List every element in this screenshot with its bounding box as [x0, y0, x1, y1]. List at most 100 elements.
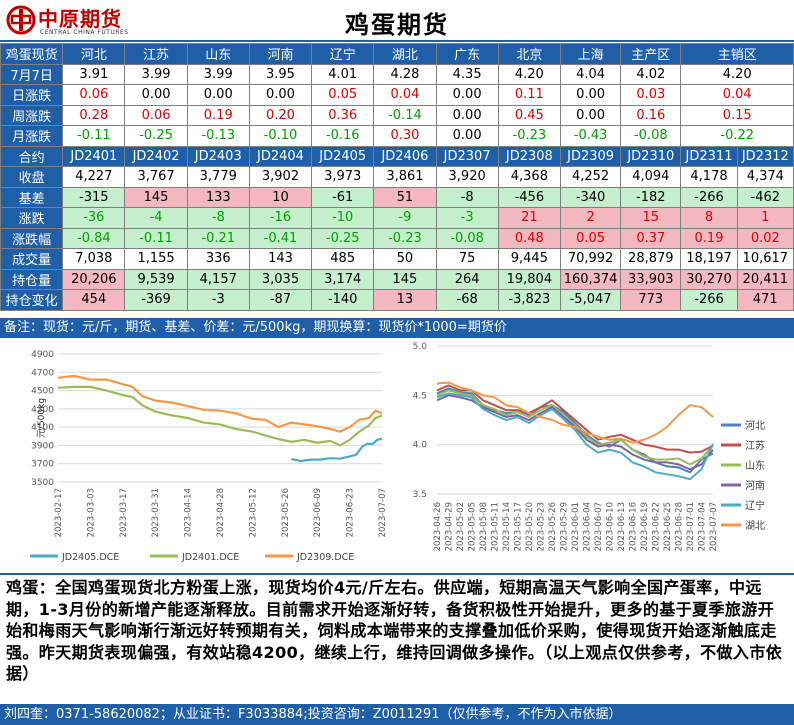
table-cell: 0.00	[559, 104, 622, 126]
table-cell: 10	[248, 186, 313, 208]
x-tick-label: 2023-04-26	[433, 502, 443, 551]
contract-header: JD2404	[248, 145, 313, 167]
table-cell: 485	[311, 248, 375, 270]
table-cell: -0.84	[62, 227, 126, 249]
table-cell: -61	[311, 186, 375, 208]
spot-row: 7月7日 3.91 3.99 3.99 3.95 4.01 4.28 4.35 4.20 4.04…	[0, 63, 794, 85]
table-cell: 773	[620, 289, 682, 311]
table-cell: 0.00	[186, 84, 250, 106]
futures-price-chart-svg: 3500 3700 3900 4100 4300 4500 4700 4900 2023-02-…	[30, 350, 388, 563]
table-cell: 4,368	[497, 166, 561, 188]
table-cell: -68	[435, 289, 499, 311]
table-cell: -266	[680, 186, 738, 208]
region-header: 主产区	[620, 43, 682, 65]
x-tick-label: 2023-06-01	[571, 502, 581, 551]
table-cell: -0.21	[186, 227, 250, 249]
table-cell: 3,902	[248, 166, 313, 188]
table-cell: 4.28	[373, 63, 437, 85]
row-label: 持仓变化	[0, 289, 64, 311]
legend-label: 湖北	[745, 520, 765, 532]
table-cell: 4,094	[620, 166, 682, 188]
region-header: 湖北	[373, 43, 437, 65]
spot-price-chart: 3.5 4.0 4.5 5.0 2023-04-26 2023-04-29 2023-05-…	[395, 340, 794, 572]
table-cell: 0.15	[680, 104, 794, 126]
table-cell: 4.04	[559, 63, 622, 85]
table-cell: -0.41	[248, 227, 313, 249]
table-cell: -369	[124, 289, 188, 311]
table-cell: 0.20	[248, 104, 313, 126]
row-label: 收盘	[0, 166, 64, 188]
table-cell: 3.99	[186, 63, 250, 85]
table-cell: 9,445	[497, 248, 561, 270]
table-cell: -0.13	[186, 125, 250, 147]
x-tick-label: 2023-05-11	[491, 502, 501, 551]
table-cell: -456	[497, 186, 561, 208]
table-cell: -0.14	[373, 104, 437, 126]
row-label: 7月7日	[0, 63, 64, 85]
x-tick-label: 2023-05-14	[502, 502, 512, 551]
table-cell: -0.23	[373, 227, 437, 249]
table-cell: 3.91	[62, 63, 126, 85]
x-tick-label: 2023-07-04	[698, 502, 708, 551]
row-label: 涨跌	[0, 207, 64, 229]
x-tick-label: 2023-05-29	[560, 502, 570, 551]
region-header: 河北	[62, 43, 126, 65]
table-cell: 145	[124, 186, 188, 208]
table-cell: 264	[435, 268, 499, 290]
x-tick-label: 2023-06-13	[617, 502, 627, 551]
y-tick-label: 3500	[31, 478, 54, 488]
table-cell: 0.00	[559, 84, 622, 106]
table-cell: 3,973	[311, 166, 375, 188]
legend-label: JD2405.DCE	[61, 552, 119, 563]
contract-header: JD2402	[124, 145, 188, 167]
y-tick-label: 4100	[31, 423, 54, 433]
table-note: 备注：现货：元/斤，期货、基差、价差：元/500kg，期现换算：现货价*1000…	[0, 318, 794, 338]
table-cell: -182	[620, 186, 682, 208]
table-cell: -3	[435, 207, 499, 229]
x-tick-label: 2023-06-25	[663, 502, 673, 551]
table-cell: 20,411	[736, 268, 794, 290]
company-logo: 中原期货 CENTRAL CHINA FUTURES	[6, 3, 156, 39]
y-tick-label: 5.0	[413, 342, 428, 352]
y-tick-label: 4.5	[413, 391, 427, 401]
page-title: 鸡蛋期货	[345, 11, 449, 39]
table-cell: 0.04	[680, 84, 794, 106]
table-cell: -3,823	[497, 289, 561, 311]
table-cell: -9	[373, 207, 437, 229]
x-tick-label: 2023-07-07	[378, 488, 388, 537]
table-cell: 0.28	[62, 104, 126, 126]
header: 中原期货 CENTRAL CHINA FUTURES 鸡蛋期货	[0, 0, 794, 42]
spot-header-row: 鸡蛋现货 河北 江苏 山东 河南 辽宁 湖北 广东 北京 上海 主产区 主销区	[0, 43, 794, 65]
table-cell: -0.16	[311, 125, 375, 147]
table-cell: -0.43	[559, 125, 622, 147]
table-cell: 3,920	[435, 166, 499, 188]
table-cell: 8	[680, 207, 738, 229]
x-tick-label: 2023-05-26	[281, 488, 291, 537]
table-cell: -16	[248, 207, 313, 229]
table-cell: 30,270	[680, 268, 738, 290]
table-cell: -0.10	[248, 125, 313, 147]
table-cell: 3,861	[373, 166, 437, 188]
legend-label: JD2309.DCE	[296, 552, 354, 563]
region-header: 上海	[559, 43, 622, 65]
x-tick-label: 2023-06-22	[652, 502, 662, 551]
table-cell: 0.19	[186, 104, 250, 126]
table-cell: 0.00	[435, 125, 499, 147]
table-cell: 3,779	[186, 166, 250, 188]
table-cell: 336	[186, 248, 250, 270]
table-cell: 4.35	[435, 63, 499, 85]
table-cell: -5,047	[559, 289, 622, 311]
x-tick-label: 2023-06-04	[583, 502, 593, 551]
table-cell: 13	[373, 289, 437, 311]
table-cell: 0.45	[497, 104, 561, 126]
x-tick-label: 2023-05-08	[479, 502, 489, 551]
table-cell: 0.16	[620, 104, 682, 126]
table-cell: -8	[435, 186, 499, 208]
y-tick-label: 4500	[31, 387, 54, 397]
table-cell: 50	[373, 248, 437, 270]
table-cell: 471	[736, 289, 794, 311]
table-cell: 0.02	[736, 227, 794, 249]
row-label: 日涨跌	[0, 84, 64, 106]
x-tick-label: 2023-06-09	[313, 488, 323, 537]
table-cell: 0.05	[559, 227, 622, 249]
